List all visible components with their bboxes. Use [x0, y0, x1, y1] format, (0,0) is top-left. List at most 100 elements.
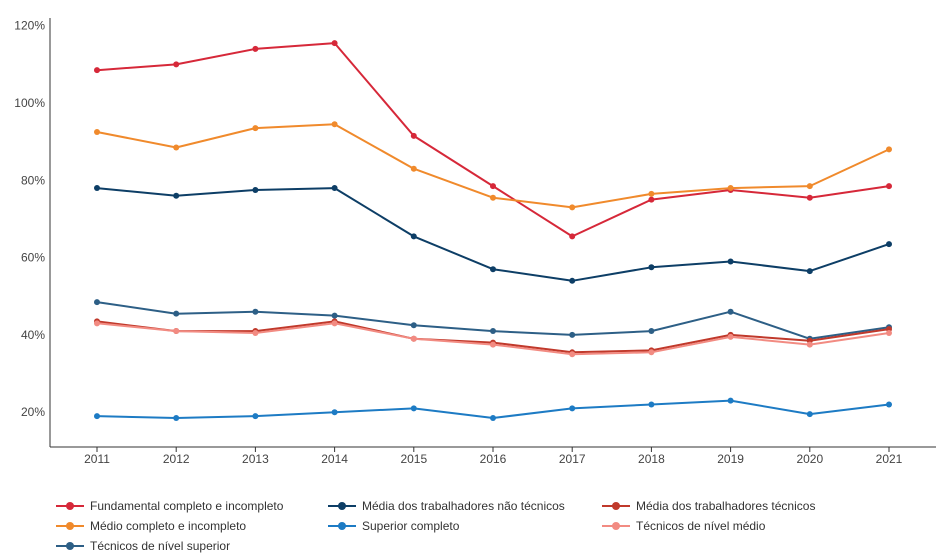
data-point [490, 194, 496, 201]
data-point [648, 401, 655, 408]
data-point [490, 183, 496, 190]
data-point [648, 190, 655, 197]
data-point [410, 165, 417, 172]
data-point [727, 333, 734, 340]
data-point [886, 401, 892, 408]
data-point [94, 129, 100, 136]
legend-item[interactable]: Técnicos de nível superior [56, 537, 230, 555]
data-point [727, 397, 734, 404]
series-layer [94, 40, 892, 422]
legend-label: Fundamental completo e incompleto [90, 499, 284, 513]
data-point [886, 183, 892, 190]
data-point [94, 320, 100, 327]
data-point [806, 183, 813, 190]
legend-item[interactable]: Fundamental completo e incompleto [56, 497, 283, 515]
legend-swatch [328, 500, 356, 512]
x-tick-label: 2011 [84, 452, 110, 466]
data-point [252, 45, 259, 52]
data-point [331, 121, 338, 128]
legend-label: Técnicos de nível médio [636, 519, 766, 533]
legend-item[interactable]: Médio completo e incompleto [56, 517, 246, 535]
data-point [886, 241, 892, 248]
data-point [569, 204, 576, 211]
line-chart: 20%40%60%80%100%120% 2011 2012 2013 2014 201… [14, 18, 936, 466]
axes [49, 18, 936, 448]
data-point [569, 233, 576, 240]
x-tick-label: 2014 [321, 452, 348, 466]
x-tick-label: 2013 [242, 452, 269, 466]
series-2 [94, 299, 892, 342]
data-point [331, 409, 338, 416]
y-tick-label: 100% [14, 96, 45, 110]
data-point [173, 328, 180, 335]
data-point [410, 233, 417, 240]
y-tick-label: 80% [21, 173, 45, 187]
data-point [648, 349, 655, 356]
legend-swatch [328, 520, 356, 532]
legend-label: Média dos trabalhadores não técnicos [362, 499, 565, 513]
series-4 [94, 397, 892, 422]
data-point [173, 144, 180, 151]
x-tick-label: 2017 [559, 452, 586, 466]
data-point [806, 411, 813, 418]
series-0 [94, 40, 892, 240]
y-tick-label: 20% [21, 405, 45, 419]
series-line [96, 42, 890, 238]
y-tick-labels: 20% 40% 60% 80% 100% 120% [14, 19, 45, 419]
data-point [490, 341, 496, 348]
data-point [727, 258, 734, 265]
data-point [173, 310, 180, 317]
data-point [173, 192, 180, 199]
legend-item[interactable]: Superior completo [328, 517, 459, 535]
legend-label: Superior completo [362, 519, 460, 533]
data-point [648, 328, 655, 335]
data-point [490, 328, 496, 335]
data-point [410, 132, 417, 139]
data-point [727, 308, 734, 315]
data-point [886, 146, 892, 153]
data-point [94, 185, 100, 192]
data-point [173, 415, 180, 422]
legend-item[interactable]: Média dos trabalhadores técnicos [602, 497, 815, 515]
legend-swatch [56, 520, 84, 532]
legend-swatch [56, 540, 84, 552]
data-point [331, 312, 338, 319]
data-point [490, 266, 496, 273]
data-point [410, 405, 417, 412]
data-point [252, 329, 259, 336]
legend-swatch [56, 500, 84, 512]
data-point [94, 67, 100, 74]
data-point [94, 413, 100, 420]
data-point [331, 185, 338, 192]
legend-item[interactable]: Técnicos de nível médio [602, 517, 765, 535]
data-point [569, 277, 576, 284]
x-tick-label: 2018 [638, 452, 665, 466]
data-point [648, 264, 655, 271]
y-tick-label: 60% [21, 251, 45, 265]
data-point [806, 268, 813, 275]
x-tick-label: 2021 [876, 452, 903, 466]
data-point [569, 351, 576, 358]
series-6 [94, 320, 892, 358]
data-point [648, 196, 655, 203]
data-point [252, 413, 259, 420]
data-point [252, 186, 259, 193]
data-point [569, 331, 576, 338]
x-tick-label: 2012 [163, 452, 190, 466]
legend-label: Técnicos de nível superior [90, 539, 231, 553]
data-point [727, 185, 734, 192]
data-point [806, 341, 813, 348]
data-point [410, 335, 417, 342]
legend-swatch [602, 520, 630, 532]
data-point [410, 322, 417, 329]
x-tick-labels: 2011 2012 2013 2014 2015 2016 2017 2018 2019 2020… [84, 447, 903, 466]
data-point [173, 61, 180, 68]
data-point [252, 308, 259, 315]
series-1 [94, 121, 892, 211]
y-tick-label: 120% [14, 19, 45, 33]
data-point [806, 194, 813, 201]
x-tick-label: 2015 [400, 452, 427, 466]
x-tick-label: 2019 [717, 452, 744, 466]
data-point [886, 329, 892, 336]
legend-item[interactable]: Média dos trabalhadores não técnicos [328, 497, 565, 515]
